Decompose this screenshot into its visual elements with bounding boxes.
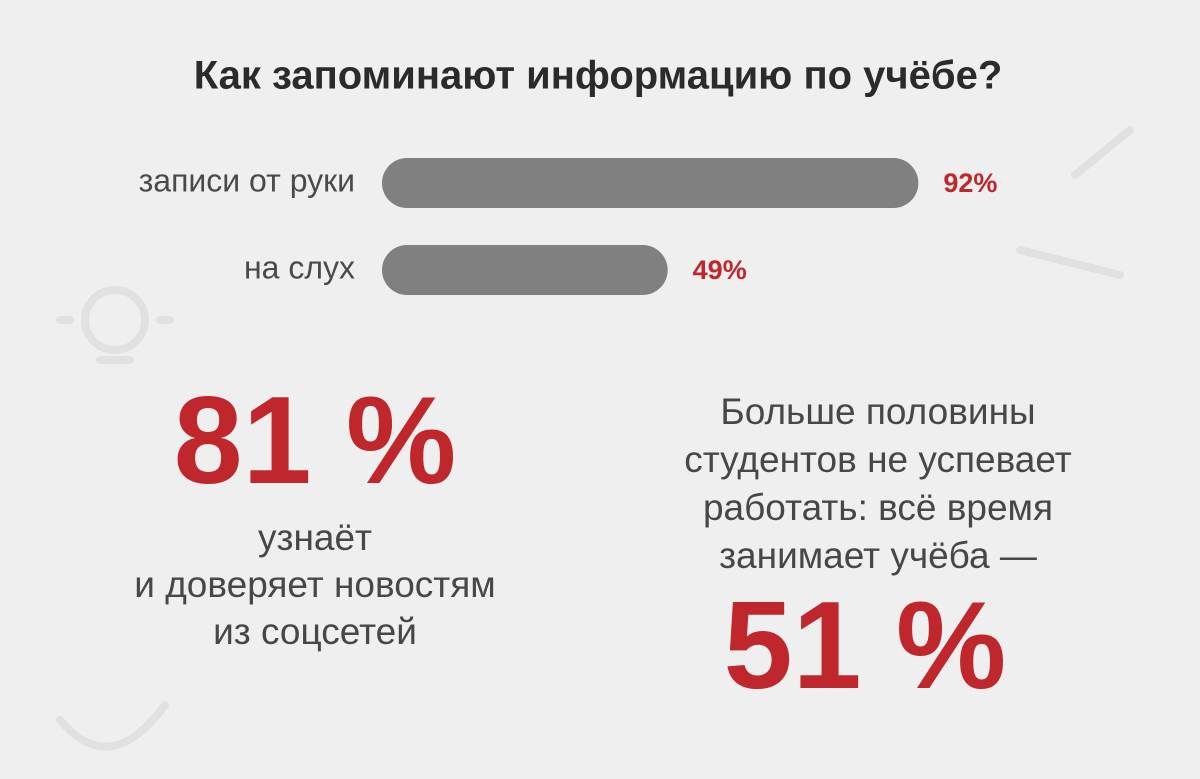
stat-caption: и доверяет новостям <box>134 564 495 605</box>
stat-caption: из соцсетей <box>213 611 417 652</box>
bulb-icon <box>81 286 149 354</box>
stat-caption: Больше половины <box>720 391 1035 432</box>
chart-title: Как запоминают информацию по учёбе? <box>194 54 1003 98</box>
bar <box>382 245 668 295</box>
category-label: записи от руки <box>139 162 355 198</box>
bird-icon <box>56 701 169 751</box>
stat-caption: работать: всё время <box>703 487 1053 528</box>
stat-caption: занимает учёба — <box>719 535 1037 576</box>
stat-caption: студентов не успевает <box>684 439 1071 480</box>
stat-figure: 81 % <box>174 372 457 510</box>
stat-caption: узнаёт <box>258 517 372 558</box>
bar <box>382 158 919 208</box>
category-label: на слух <box>244 249 355 285</box>
bulb-rays <box>56 316 174 364</box>
decorations <box>56 126 1134 751</box>
value-label: 92% <box>943 168 997 198</box>
value-label: 49% <box>693 255 747 285</box>
pencil-icon <box>1016 126 1134 279</box>
stat-figure: 51 % <box>724 577 1007 715</box>
